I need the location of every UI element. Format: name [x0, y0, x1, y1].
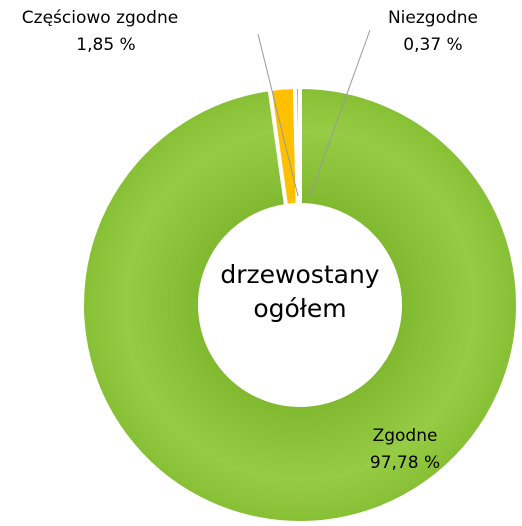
slice-value-label: 1,85 %	[76, 35, 135, 55]
slice-value-label: 97,78 %	[370, 453, 440, 473]
slice-name: Zgodne	[373, 426, 438, 446]
center-label: drzewostany ogółem	[220, 260, 380, 323]
leader-line	[257, 33, 299, 197]
slice-name: Częściowo zgodne	[22, 8, 178, 28]
slice	[292, 84, 302, 208]
slice	[80, 84, 520, 525]
leader-line	[309, 29, 371, 197]
slice-name: Niezgodne	[388, 8, 478, 28]
slice-value-label: 0,37 %	[403, 35, 462, 55]
slices	[80, 84, 520, 525]
